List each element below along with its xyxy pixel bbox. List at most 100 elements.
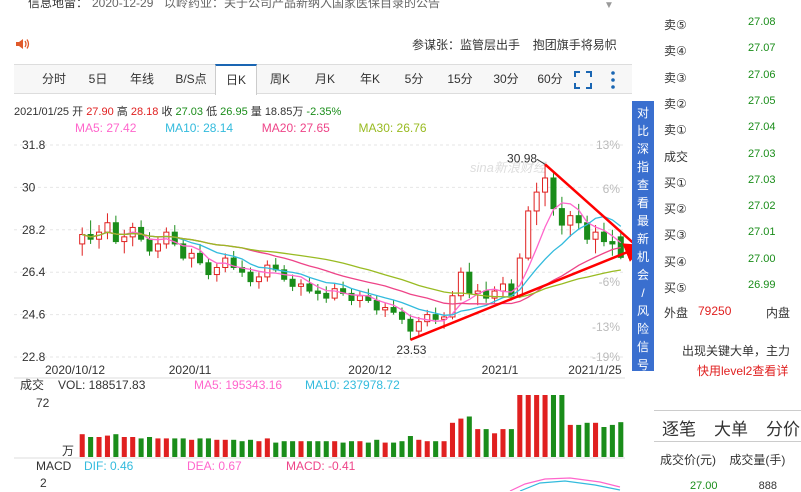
inner-label: 内盘 [766,306,791,320]
volume-bar [104,435,110,457]
candle [609,229,616,256]
order-book-row: 买① 27.03 [654,168,801,194]
order-book-price: 27.02 [748,200,776,213]
high-annotation: 30.98 [507,151,537,165]
volume-bar [247,439,254,457]
compare-bar-char: 深 [636,142,649,156]
pct-tick-label: 6% [603,182,621,196]
volume-bar [458,418,464,457]
candle [466,262,473,299]
candle [483,281,490,303]
tab-big-orders[interactable]: 大单 [714,420,748,439]
info-expand-icon[interactable]: ▼ [604,0,614,11]
volume-bar [79,434,85,457]
fullscreen-icon[interactable] [574,71,592,89]
compare-bar-char: 会 [636,268,649,282]
volume-bar [424,441,430,457]
volume-bar [399,441,405,457]
order-book-label: 成交 [664,149,689,164]
headline[interactable]: 参谋张：监管层出手 抱团旗手将易帜 [412,36,617,53]
tab-fenshi[interactable]: 分时 [41,72,66,86]
candle [592,225,599,254]
tab-5day[interactable]: 5日 [88,72,108,86]
volume-bar [559,395,565,457]
compare-bar-char: 信 [636,340,649,354]
order-book-label: 买① [664,175,687,190]
volume-bar [416,439,422,457]
volume-bar [239,441,245,457]
tab-price-dist[interactable]: 分价 [766,420,800,439]
close-label: 收 [161,106,173,118]
macd-tick: 2 [40,476,47,490]
tab-15min[interactable]: 15分 [447,72,473,86]
candle [424,309,431,327]
trade-price: 27.00 [690,480,718,492]
volume-bar [618,422,624,457]
candle [96,225,103,249]
tab-monthly-k[interactable]: 月K [314,72,335,86]
candle [79,227,86,256]
candle [154,236,161,259]
candle [575,203,582,230]
col-volume: 成交量(手) [729,453,786,467]
tab-bs-points[interactable]: B/S点 [175,72,207,86]
volume-bar [365,442,371,457]
tab-yearly-k[interactable]: 年K [359,72,380,86]
trade-volume: 888 [758,480,777,492]
ma5-line [82,202,622,322]
headline-a[interactable]: 参谋张：监管层出手 [412,38,521,52]
volume-bar [155,438,161,457]
candle [542,164,549,207]
order-book-price: 27.05 [748,94,776,107]
volume-bar [525,395,531,457]
info-strip[interactable]: 信息地雷： 2020-12-29 以岭药业：关于公司产品新纳入国家医保目录的公告 [0,0,632,14]
low-value: 26.95 [220,106,248,118]
candle [138,220,145,242]
headline-b[interactable]: 抱团旗手将易帜 [532,38,617,52]
y-tick-label: 26.4 [22,265,46,279]
order-book-label: 买③ [664,228,687,243]
order-book-price: 26.99 [748,279,776,291]
y-tick-label: 31.8 [22,138,46,152]
order-book-row: 卖② 27.05 [654,89,801,115]
volume-bar [121,437,127,457]
compare-bar-char: 机 [636,250,649,264]
notice-line2[interactable]: 快用level2查看详 [697,364,789,378]
more-menu-icon[interactable] [609,70,617,90]
volume-bar [96,437,102,457]
volume-bar [231,439,237,457]
volume-bar [475,429,481,457]
tab-daily-k[interactable]: 日K [215,64,257,95]
tab-yearline[interactable]: 年线 [129,72,154,86]
ma10-legend: MA10: 28.14 [165,121,234,135]
order-book-label: 买⑤ [664,281,687,295]
volume-bar [357,441,363,457]
compare-bar-char: 指 [636,160,649,174]
compare-index-bar[interactable]: 对比深指查看最新机会 / 风险信号 [632,101,654,372]
tab-weekly-k[interactable]: 周K [269,72,290,86]
open-value: 27.90 [86,106,114,118]
candle [533,182,540,226]
tab-5min[interactable]: 5分 [404,72,424,86]
volume-bar [214,439,220,457]
volume-bar [340,442,346,457]
candle [356,291,363,308]
order-book-price: 27.03 [748,147,776,160]
compare-bar-char: 险 [636,322,649,336]
candle [255,272,262,289]
speaker-icon[interactable] [14,37,32,51]
order-book-label: 买④ [664,254,687,269]
pct-tick-label: -19% [592,350,620,364]
x-tick-label: 2020/10/12 [45,363,105,377]
support-trend-arrow [409,243,632,341]
volume-bar [500,429,506,457]
order-book-price: 27.06 [748,68,776,81]
tab-tick-trades[interactable]: 逐笔 [662,420,696,439]
tab-60min[interactable]: 60分 [537,72,563,86]
annotations: 30.98 23.53 [396,151,546,357]
info-text[interactable]: 以岭药业：关于公司产品新纳入国家医保目录的公告 [164,0,441,10]
tab-30min[interactable]: 30分 [493,72,519,86]
candle [264,260,271,282]
volume-bar [374,439,380,457]
